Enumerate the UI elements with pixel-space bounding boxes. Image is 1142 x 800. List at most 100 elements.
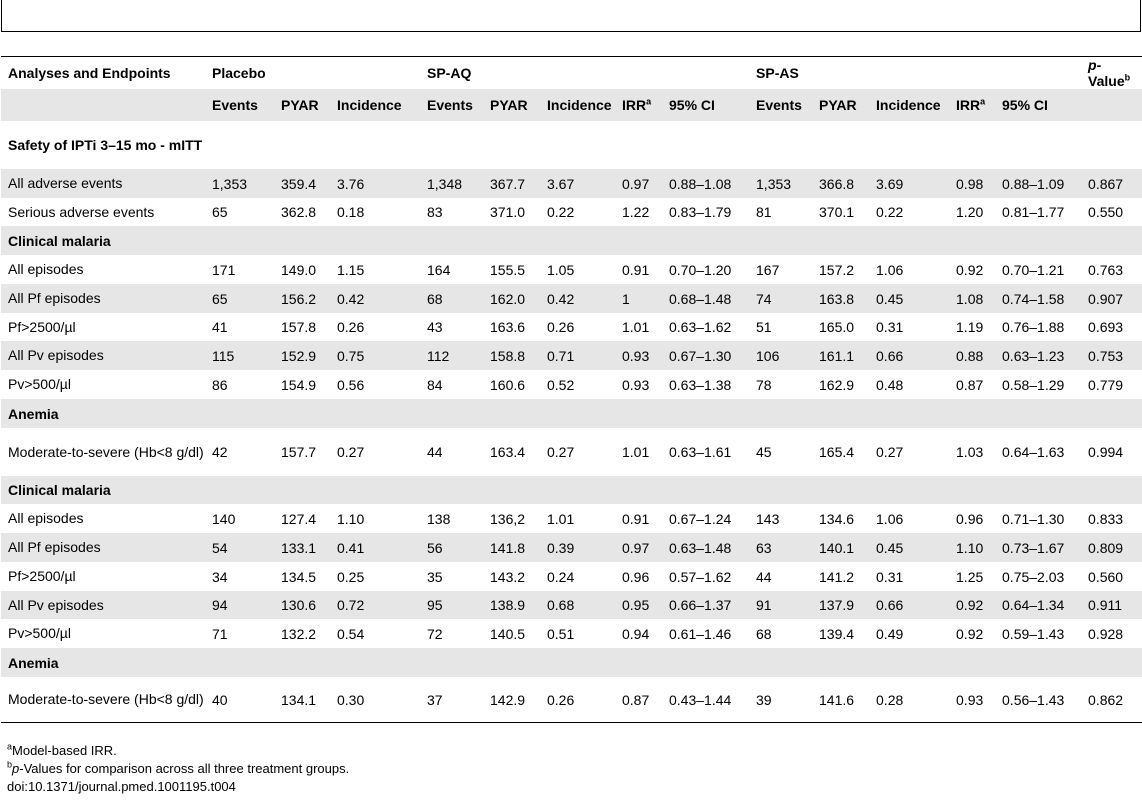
empty-cell: [949, 399, 996, 428]
empty-cell: [540, 648, 615, 677]
header-row-columns: Events PYAR Incidence Events PYAR Incide…: [1, 89, 1142, 121]
empty-cell: [615, 648, 662, 677]
table-cell: 0.42: [540, 284, 615, 313]
table-cell: 371.0: [490, 204, 526, 220]
table-cell: 134.1: [281, 691, 317, 708]
header-events: Events: [749, 89, 813, 121]
empty-cell: [995, 121, 1081, 169]
table-cell: 154.9: [281, 376, 317, 393]
table-cell: 0.22: [547, 204, 575, 220]
table-cell: 65: [212, 204, 228, 220]
table-cell: 163.8: [812, 284, 870, 313]
doi-text: doi:10.1371/journal.pmed.1001195.t004: [7, 779, 236, 794]
row-label: All episodes: [8, 510, 84, 526]
table-cell: 0.88–1.08: [662, 169, 750, 198]
table-cell: 1.25: [956, 568, 984, 585]
empty-cell: [995, 476, 1082, 504]
table-cell: 134.6: [819, 510, 855, 527]
table-cell: 74: [749, 284, 813, 313]
header-sp-as: SP-AS: [756, 65, 799, 81]
table-cell: 0.31: [876, 319, 904, 335]
table-cell: 0.87: [622, 691, 650, 708]
header-row-groups: Analyses and Endpoints Placebo SP-AQ SP-…: [1, 57, 1142, 89]
empty-cell: [615, 399, 662, 428]
table-cell: 359.4: [274, 169, 330, 198]
table-cell: 44: [756, 568, 772, 585]
empty-cell: [205, 121, 274, 169]
table-cell: 366.8: [812, 169, 870, 198]
table-cell: 165.0: [819, 319, 855, 335]
empty-cell: [812, 476, 870, 504]
table-cell: 1.05: [547, 261, 575, 278]
table-cell: 1.06: [876, 261, 904, 278]
empty-cell: [749, 226, 813, 255]
table-cell: 94: [205, 591, 274, 619]
table-cell: 95: [420, 591, 483, 619]
empty-cell: [812, 121, 869, 169]
table-cell: 0.87: [956, 376, 984, 393]
table-cell: 83: [427, 204, 443, 220]
table-cell: 3.67: [540, 169, 615, 198]
table-cell: 0.833: [1088, 510, 1124, 527]
header-p-sup: b: [1124, 72, 1131, 83]
table-cell: 0.928: [1088, 625, 1124, 642]
empty-cell: [662, 121, 749, 169]
table-cell: 0.30: [337, 691, 365, 708]
table-cell: 0.26: [337, 319, 365, 335]
table-cell: 167: [756, 261, 780, 278]
table-cell: 0.560: [1088, 568, 1124, 585]
table-cell: 141.2: [819, 568, 855, 585]
table-cell: 0.550: [1088, 204, 1124, 220]
table-cell: 152.9: [274, 341, 330, 370]
table-row: Serious adverse events 65 362.8 0.18 83 371.0…: [1, 198, 1142, 226]
table-footnotes: aModel-based IRR. bp-Values for comparis…: [7, 742, 349, 796]
table-row: Pf>2500/µl 34 134.5 0.25 35 143.2 0.24 0.96 0.57…: [1, 562, 1142, 591]
table-cell: 157.7: [281, 444, 317, 460]
table-cell: 41: [212, 319, 228, 335]
table-cell: 0.83–1.79: [669, 204, 732, 220]
table-cell: 0.867: [1081, 169, 1142, 198]
table-cell: 0.18: [337, 204, 365, 220]
empty-cell: [330, 648, 420, 677]
results-table: Analyses and Endpoints Placebo SP-AQ SP-…: [1, 56, 1142, 723]
empty-cell: [949, 476, 996, 504]
header-irr: IRRa: [615, 89, 662, 121]
empty-cell: [274, 476, 330, 504]
table-cell: 0.809: [1081, 533, 1142, 562]
empty-cell: [483, 399, 540, 428]
empty-cell: [483, 648, 540, 677]
table-cell: 1.20: [956, 204, 984, 220]
table-cell: 0.42: [330, 284, 420, 313]
table-cell: 91: [749, 591, 813, 619]
table-cell: 0.76–1.88: [1002, 319, 1065, 335]
table-cell: 84: [427, 376, 443, 393]
table-cell: 0.27: [337, 444, 365, 460]
table-cell: 112: [420, 341, 483, 370]
empty-cell: [869, 399, 950, 428]
table-cell: 0.63–1.23: [995, 341, 1082, 370]
empty-cell: [869, 648, 950, 677]
table-cell: 1.19: [956, 319, 984, 335]
empty-cell: [420, 476, 483, 504]
footnote-a: aModel-based IRR.: [7, 741, 117, 758]
table-cell: 142.9: [490, 691, 526, 708]
table-cell: 65: [205, 284, 274, 313]
table-cell: 140.5: [490, 625, 526, 642]
table-cell: 140.1: [812, 533, 870, 562]
table-cell: 0.70–1.20: [669, 261, 732, 278]
table-cell: 0.753: [1081, 341, 1142, 370]
table-cell: 0.73–1.67: [995, 533, 1082, 562]
empty-cell: [540, 121, 615, 169]
table-cell: 51: [756, 319, 772, 335]
table-cell: 0.68–1.48: [662, 284, 750, 313]
table-cell: 56: [420, 533, 483, 562]
empty-cell: [540, 226, 615, 255]
table-cell: 141.8: [483, 533, 540, 562]
row-label: Moderate-to-severe (Hb<8 g/dl): [8, 443, 204, 460]
table-cell: 158.8: [483, 341, 540, 370]
row-label: All Pf episodes: [1, 284, 205, 313]
table-cell: 0.911: [1081, 591, 1142, 619]
empty-cell: [749, 648, 813, 677]
table-cell: 0.862: [1088, 691, 1124, 708]
table-cell: 0.67–1.24: [669, 510, 732, 527]
